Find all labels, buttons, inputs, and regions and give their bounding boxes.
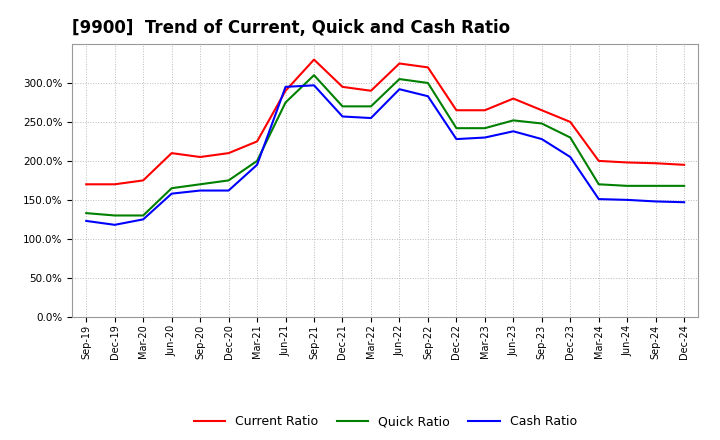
Current Ratio [338, 84, 347, 89]
Cash Ratio [452, 136, 461, 142]
Current Ratio [595, 158, 603, 164]
Cash Ratio [395, 87, 404, 92]
Current Ratio [652, 161, 660, 166]
Current Ratio [167, 150, 176, 156]
Cash Ratio [282, 84, 290, 89]
Current Ratio [395, 61, 404, 66]
Cash Ratio [537, 136, 546, 142]
Current Ratio [82, 182, 91, 187]
Quick Ratio [480, 125, 489, 131]
Current Ratio [680, 162, 688, 168]
Line: Quick Ratio: Quick Ratio [86, 75, 684, 216]
Quick Ratio [623, 183, 631, 188]
Current Ratio [253, 139, 261, 144]
Current Ratio [537, 108, 546, 113]
Current Ratio [366, 88, 375, 93]
Cash Ratio [480, 135, 489, 140]
Current Ratio [310, 57, 318, 62]
Quick Ratio [652, 183, 660, 188]
Current Ratio [196, 154, 204, 160]
Cash Ratio [566, 154, 575, 160]
Quick Ratio [253, 158, 261, 164]
Quick Ratio [366, 104, 375, 109]
Current Ratio [480, 108, 489, 113]
Cash Ratio [509, 128, 518, 134]
Cash Ratio [652, 199, 660, 204]
Cash Ratio [680, 200, 688, 205]
Quick Ratio [680, 183, 688, 188]
Cash Ratio [310, 83, 318, 88]
Current Ratio [566, 119, 575, 125]
Cash Ratio [167, 191, 176, 196]
Cash Ratio [225, 188, 233, 193]
Cash Ratio [338, 114, 347, 119]
Current Ratio [225, 150, 233, 156]
Cash Ratio [82, 218, 91, 224]
Quick Ratio [110, 213, 119, 218]
Quick Ratio [282, 100, 290, 105]
Quick Ratio [595, 182, 603, 187]
Current Ratio [509, 96, 518, 101]
Quick Ratio [310, 73, 318, 78]
Quick Ratio [537, 121, 546, 126]
Quick Ratio [452, 125, 461, 131]
Quick Ratio [338, 104, 347, 109]
Line: Cash Ratio: Cash Ratio [86, 85, 684, 225]
Current Ratio [282, 88, 290, 93]
Cash Ratio [139, 217, 148, 222]
Text: [9900]  Trend of Current, Quick and Cash Ratio: [9900] Trend of Current, Quick and Cash … [72, 19, 510, 37]
Quick Ratio [566, 135, 575, 140]
Cash Ratio [595, 197, 603, 202]
Cash Ratio [110, 222, 119, 227]
Quick Ratio [395, 77, 404, 82]
Cash Ratio [196, 188, 204, 193]
Line: Current Ratio: Current Ratio [86, 59, 684, 184]
Quick Ratio [196, 182, 204, 187]
Quick Ratio [509, 118, 518, 123]
Quick Ratio [167, 186, 176, 191]
Quick Ratio [225, 178, 233, 183]
Current Ratio [623, 160, 631, 165]
Cash Ratio [423, 94, 432, 99]
Cash Ratio [623, 197, 631, 202]
Legend: Current Ratio, Quick Ratio, Cash Ratio: Current Ratio, Quick Ratio, Cash Ratio [189, 411, 582, 433]
Cash Ratio [366, 115, 375, 121]
Current Ratio [423, 65, 432, 70]
Current Ratio [110, 182, 119, 187]
Quick Ratio [423, 81, 432, 86]
Current Ratio [139, 178, 148, 183]
Cash Ratio [253, 162, 261, 168]
Quick Ratio [139, 213, 148, 218]
Current Ratio [452, 108, 461, 113]
Quick Ratio [82, 210, 91, 216]
